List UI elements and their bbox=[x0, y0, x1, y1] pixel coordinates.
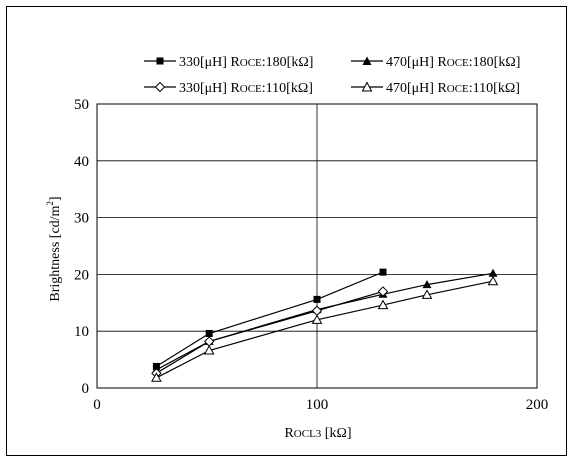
data-point-open-triangle bbox=[203, 344, 215, 355]
legend-marker-open-triangle bbox=[361, 81, 373, 92]
x-axis-label: ROCL3 [kΩ] bbox=[284, 426, 351, 441]
legend-entry-470-110: 470[μH] ROCE:110[kΩ] bbox=[351, 81, 520, 96]
y-axis-label: Brightness [cd/m2] bbox=[45, 196, 63, 301]
data-point-open-triangle bbox=[487, 275, 499, 286]
y-tick-label: 20 bbox=[74, 267, 89, 283]
series-lines bbox=[156, 271, 494, 379]
x-tick-label: 200 bbox=[526, 397, 549, 413]
series-line-0 bbox=[156, 271, 384, 367]
svg-text:330[μH] ROCE:110[kΩ]: 330[μH] ROCE:110[kΩ] bbox=[179, 81, 313, 96]
data-point-filled-square bbox=[379, 268, 387, 276]
legend-marker-open-diamond bbox=[154, 81, 166, 93]
grid bbox=[96, 103, 538, 389]
y-tick-label: 40 bbox=[74, 154, 89, 170]
series-markers bbox=[151, 268, 499, 382]
figure-frame bbox=[6, 6, 567, 456]
y-tick-label: 10 bbox=[74, 324, 89, 340]
y-tick-label: 30 bbox=[74, 211, 89, 227]
legend-entry-330-110: 330[μH] ROCE:110[kΩ] bbox=[144, 81, 313, 96]
data-point-filled-square bbox=[313, 295, 321, 303]
data-point-open-triangle bbox=[421, 289, 433, 299]
series-line-2 bbox=[156, 290, 384, 374]
svg-text:470[μH] ROCE:180[kΩ]: 470[μH] ROCE:180[kΩ] bbox=[386, 55, 520, 70]
svg-text:330[μH] ROCE:180[kΩ]: 330[μH] ROCE:180[kΩ] bbox=[179, 55, 313, 70]
legend-marker-filled-square bbox=[156, 57, 164, 65]
data-point-open-triangle bbox=[377, 299, 389, 310]
data-point-filled-triangle bbox=[488, 268, 498, 277]
y-tick-label: 50 bbox=[74, 97, 89, 113]
data-point-open-triangle bbox=[151, 372, 162, 382]
x-tick-label: 100 bbox=[306, 397, 329, 413]
data-point-filled-square bbox=[205, 329, 213, 337]
data-point-open-triangle bbox=[311, 314, 323, 324]
svg-text:470[μH] ROCE:110[kΩ]: 470[μH] ROCE:110[kΩ] bbox=[386, 81, 520, 96]
series-line-3 bbox=[156, 280, 494, 379]
tick-labels: 0 10 20 30 40 50 0 100 200 bbox=[74, 97, 548, 413]
legend-marker-filled-triangle bbox=[362, 56, 372, 65]
y-tick-label: 0 bbox=[82, 381, 90, 397]
data-point-filled-triangle bbox=[422, 280, 432, 289]
legend: 330[μH] ROCE:180[kΩ] 470[μH] ROCE:180[kΩ… bbox=[144, 55, 520, 96]
legend-entry-470-180: 470[μH] ROCE:180[kΩ] bbox=[351, 55, 520, 70]
x-tick-label: 0 bbox=[93, 397, 101, 413]
legend-entry-330-180: 330[μH] ROCE:180[kΩ] bbox=[144, 55, 313, 70]
data-point-open-diamond bbox=[377, 286, 389, 297]
